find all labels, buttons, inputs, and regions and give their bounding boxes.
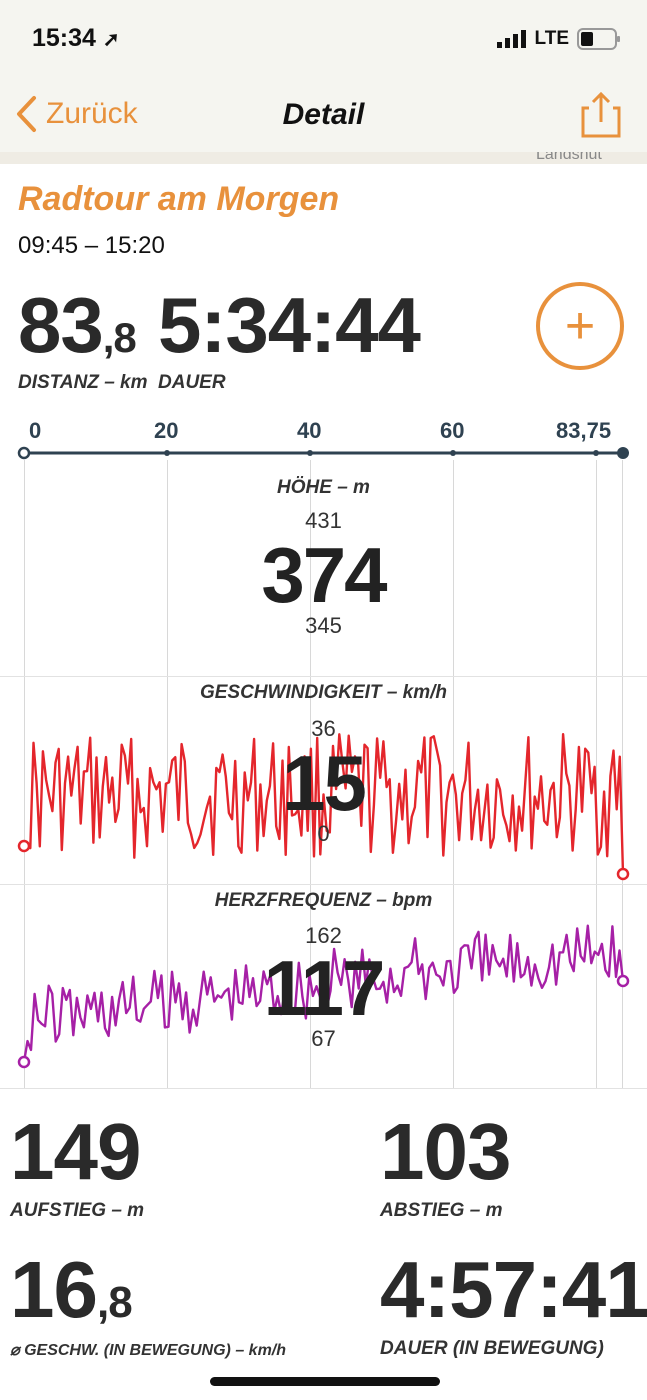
duration-value: 5:34:44 [158,281,421,369]
distance-dec: ,8 [102,314,137,361]
grid-line [622,460,623,1088]
page-title: Detail [282,98,365,131]
distance-int: 83 [18,281,104,369]
back-button[interactable]: Zurück [14,94,138,134]
location-arrow-icon: ➚ [102,29,120,51]
status-indicators: LTE [496,28,621,50]
home-indicator[interactable] [210,1377,440,1386]
chart-divider [0,676,647,677]
elevation-current: 374 [261,531,387,619]
elevation-max: 431 [305,508,342,533]
descent-value: 103 [380,1107,511,1196]
back-label: Zurück [46,97,138,130]
avg-speed-dec: ,8 [96,1278,133,1327]
speed-min: 0 [317,821,330,846]
avg-speed-int: 16 [10,1245,98,1334]
axis-tick-60: 60 [440,418,465,443]
status-time-text: 15:34 [32,24,96,52]
speed-line [23,733,625,875]
grid-line [596,460,597,1088]
axis-tick-40: 40 [297,418,322,443]
add-button[interactable]: + [536,282,624,370]
battery-icon [577,28,620,50]
signal-icon [496,30,526,48]
share-icon [581,91,621,138]
distance-value: 83,8 [18,280,137,371]
duration-label: DAUER [158,372,226,393]
axis-tick-20: 20 [154,418,179,443]
heart-chart-title: HERZFREQUENZ – bpm [214,890,433,911]
avg-speed-label: ⌀ GESCHW. (IN BEWEGUNG) – km/h [10,1342,287,1359]
heart-rate-line [22,924,625,1063]
elevation-chart-title: HÖHE – m [277,477,370,498]
axis-tick-end: 83,75 [556,418,612,443]
map-preview[interactable]: Landshut [0,152,647,164]
chevron-left-icon [17,96,36,132]
grid-line [24,460,25,1088]
heart-min: 67 [311,1026,336,1051]
ascent-value: 149 [10,1107,141,1196]
map-city-label: Landshut [536,152,602,163]
distance-axis[interactable] [0,444,647,464]
ascent-label: AUFSTIEG – m [10,1200,145,1221]
heart-current: 117 [263,944,386,1032]
distance-label: DISTANZ – km [18,372,148,393]
speed-current: 15 [282,739,367,827]
carrier-label: LTE [534,28,569,49]
heart-max: 162 [305,923,342,948]
speed-max: 36 [311,716,336,741]
chart-divider [0,884,647,885]
moving-time-label: DAUER (IN BEWEGUNG) [380,1338,604,1359]
elevation-min: 345 [305,613,342,638]
heart-rate-chart[interactable] [0,910,647,1090]
status-time: 15:34 ➚ [32,24,120,53]
activity-title: Radtour am Morgen [18,180,340,218]
navigation-bar: Zurück Detail [0,80,647,152]
descent-label: ABSTIEG – m [380,1200,503,1221]
grid-line [167,460,168,1088]
status-bar: 15:34 ➚ LTE [0,0,647,80]
activity-time-range: 09:45 – 15:20 [18,232,165,259]
share-button[interactable] [581,90,621,145]
moving-time-value: 4:57:41 [380,1245,647,1334]
axis-tick-0: 0 [29,418,42,443]
speed-chart-title: GESCHWINDIGKEIT – km/h [199,682,448,703]
chart-divider [0,1088,647,1089]
speed-chart[interactable] [0,700,647,890]
avg-speed-value: 16,8 [10,1244,133,1336]
